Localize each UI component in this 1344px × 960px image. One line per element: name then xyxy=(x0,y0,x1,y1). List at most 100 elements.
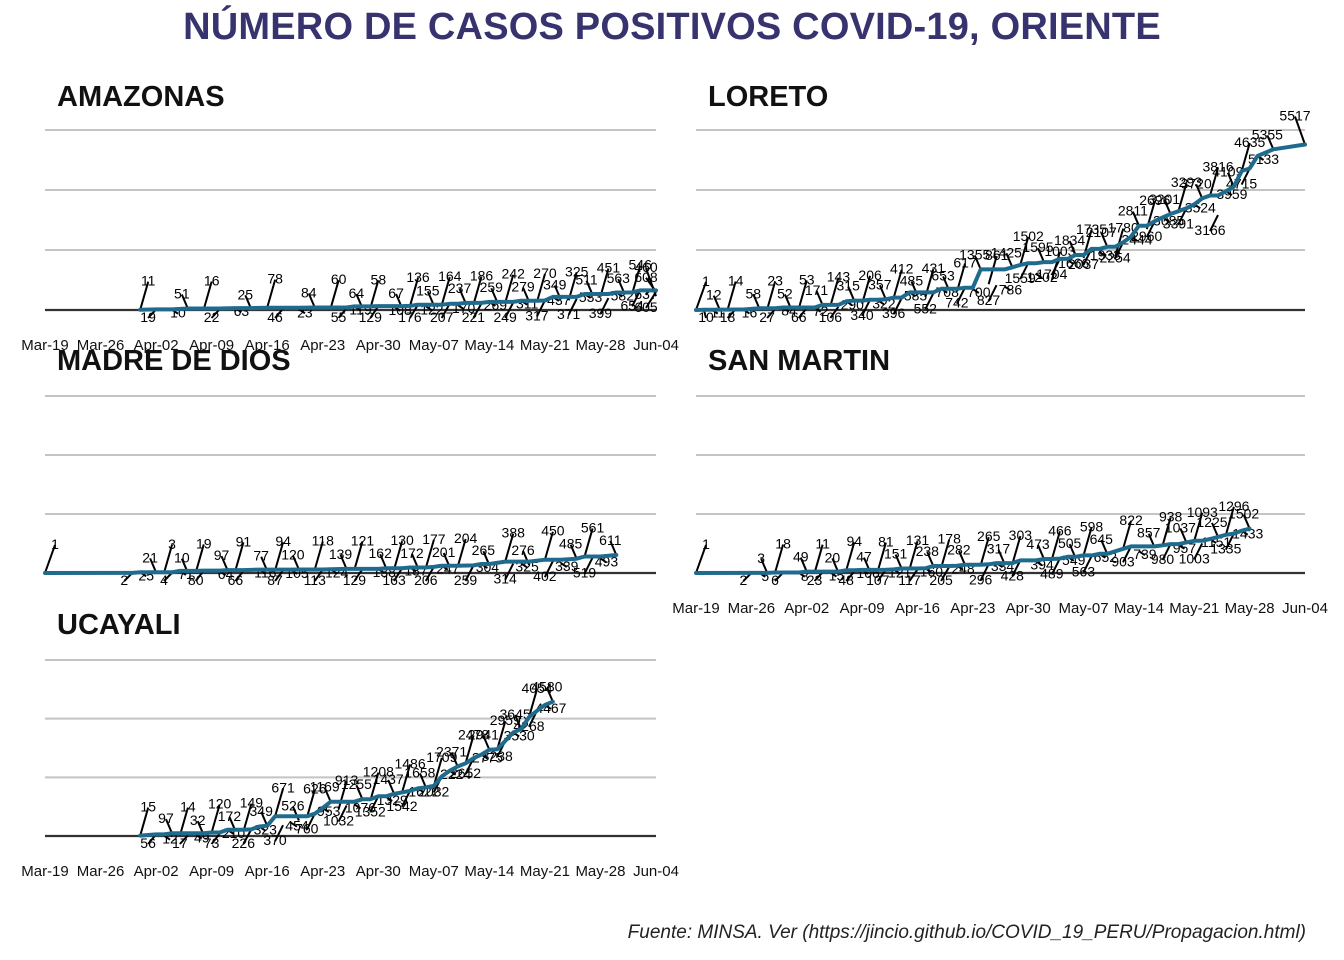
ucayali-label-leader xyxy=(528,688,539,718)
loreto-label-leader xyxy=(1100,232,1109,248)
loreto-point-label: 485 xyxy=(900,272,924,288)
amazonas-point-label: 186 xyxy=(470,267,494,283)
loreto-label-leader xyxy=(956,287,966,305)
loreto-label-leader xyxy=(766,281,777,310)
amazonas-point-label: 164 xyxy=(438,268,462,284)
loreto-point-label: 3720 xyxy=(1181,175,1212,191)
san-martin-point-label: 980 xyxy=(1151,551,1175,567)
san-martin-point-label: 1037 xyxy=(1165,519,1196,535)
loreto-point-label: 27 xyxy=(759,309,775,325)
madre-de-dios-point-label: 118 xyxy=(312,533,335,549)
loreto-point-label: 52 xyxy=(777,285,793,301)
san-martin-label-leader xyxy=(1161,517,1172,546)
amazonas-point-label: 371 xyxy=(557,306,581,322)
madre-de-dios-label-leader xyxy=(583,557,594,575)
san-martin-label-leader xyxy=(1224,533,1235,551)
san-martin-x-tick-label: Apr-30 xyxy=(1006,600,1051,617)
ucayali-label-leader xyxy=(165,818,173,834)
loreto-label-leader xyxy=(892,297,903,315)
amazonas-point-label: 129 xyxy=(359,309,383,325)
loreto-label-leader xyxy=(1177,207,1188,225)
loreto-point-label: 3391 xyxy=(1163,215,1194,231)
loreto-point-label: 3166 xyxy=(1194,222,1225,238)
loreto-point-label: 10 xyxy=(698,309,714,325)
san-martin-label-leader xyxy=(1037,544,1045,560)
loreto-label-leader xyxy=(766,308,776,319)
loreto-point-label: 58 xyxy=(745,285,761,301)
san-martin-point-label: 938 xyxy=(1159,508,1183,524)
ucayali-point-label: 760 xyxy=(295,821,319,837)
san-martin-label-leader xyxy=(940,566,950,582)
amazonas-point-label: 11 xyxy=(141,273,156,289)
amazonas-x-tick-label: May-14 xyxy=(464,337,514,354)
loreto-point-label: 742 xyxy=(945,295,969,311)
loreto-point-label: 1559 xyxy=(1005,270,1036,286)
amazonas-point-label: 67 xyxy=(388,285,404,301)
ucayali-point-label: 1542 xyxy=(386,798,417,814)
madre-de-dios-point-label: 611 xyxy=(599,532,622,548)
amazonas-point-label: 55 xyxy=(331,309,347,325)
san-martin-label-leader xyxy=(813,544,824,573)
amazonas-point-label: 242 xyxy=(502,266,526,282)
loreto-point-label: 66 xyxy=(791,309,807,325)
amazonas-x-tick-label: Jun-04 xyxy=(633,337,679,354)
ucayali-point-label: 2371 xyxy=(436,743,467,759)
loreto-point-label: 315 xyxy=(837,278,861,294)
ucayali-point-label: 2959 xyxy=(490,712,521,728)
san-martin-point-label: 473 xyxy=(1026,536,1050,552)
amazonas-point-label: 64 xyxy=(349,285,365,301)
ucayali-label-leader xyxy=(353,803,362,810)
loreto-point-label: 171 xyxy=(805,282,829,298)
madre-de-dios-label-leader xyxy=(504,533,515,562)
amazonas-point-label: 58 xyxy=(371,271,387,287)
madre-de-dios-point-label: 259 xyxy=(454,572,478,588)
san-martin-point-label: 47 xyxy=(856,549,872,565)
ucayali-x-tick-label: Mar-19 xyxy=(21,863,69,880)
madre-de-dios-label-leader xyxy=(149,557,158,573)
madre-de-dios-point-label: 163 xyxy=(382,572,406,588)
madre-de-dios-label-leader xyxy=(194,544,205,573)
loreto-label-leader xyxy=(861,299,871,317)
loreto-point-label: 1425 xyxy=(991,244,1022,260)
san-martin-label-leader xyxy=(1179,528,1188,543)
ucayali-label-leader xyxy=(305,813,316,831)
san-martin-point-label: 466 xyxy=(1048,522,1072,538)
amazonas-x-tick-label: May-07 xyxy=(409,337,459,354)
amazonas-point-label: 511 xyxy=(575,272,598,288)
ucayali-point-label: 913 xyxy=(335,772,359,788)
loreto-label-leader xyxy=(1131,211,1140,227)
loreto-label-leader xyxy=(1294,116,1306,145)
san-martin-point-label: 903 xyxy=(1111,553,1135,569)
madre-de-dios-label-leader xyxy=(339,554,348,570)
san-martin-point-label: 1 xyxy=(702,536,710,552)
amazonas-point-label: 136 xyxy=(406,269,430,285)
san-martin-point-label: 489 xyxy=(1040,566,1064,582)
amazonas-point-label: 249 xyxy=(493,309,517,325)
madre-de-dios-point-label: 2 xyxy=(120,572,128,588)
san-martin-x-tick-label: Apr-23 xyxy=(950,600,995,617)
san-martin-point-label: 178 xyxy=(938,531,962,547)
ucayali-label-leader xyxy=(323,787,332,803)
san-martin-x-tick-label: May-07 xyxy=(1059,600,1109,617)
ucayali-label-leader xyxy=(369,795,380,813)
loreto-point-label: 12 xyxy=(706,287,722,303)
loreto-label-leader xyxy=(1209,214,1219,232)
amazonas-label-leader xyxy=(210,308,221,319)
madre-de-dios-point-label: 130 xyxy=(390,532,414,548)
san-martin-x-tick-label: Mar-26 xyxy=(728,600,776,617)
amazonas-point-label: 84 xyxy=(301,284,317,300)
madre-de-dios-label-leader xyxy=(599,557,608,564)
madre-de-dios-point-label: 162 xyxy=(369,545,393,561)
ucayali-label-leader xyxy=(179,834,189,845)
loreto-label-leader xyxy=(695,281,707,311)
san-martin-label-leader xyxy=(813,571,824,582)
amazonas-label-leader xyxy=(274,307,284,319)
san-martin-label-leader xyxy=(845,570,855,582)
madre-de-dios-point-label: 77 xyxy=(253,548,269,564)
loreto-point-label: 340 xyxy=(850,307,874,323)
san-martin-point-label: 11 xyxy=(815,536,830,552)
loreto-label-leader xyxy=(1037,247,1045,263)
madre-de-dios-label-leader xyxy=(424,539,435,569)
ucayali-point-label: 671 xyxy=(271,779,295,795)
amazonas-label-leader xyxy=(536,300,546,317)
